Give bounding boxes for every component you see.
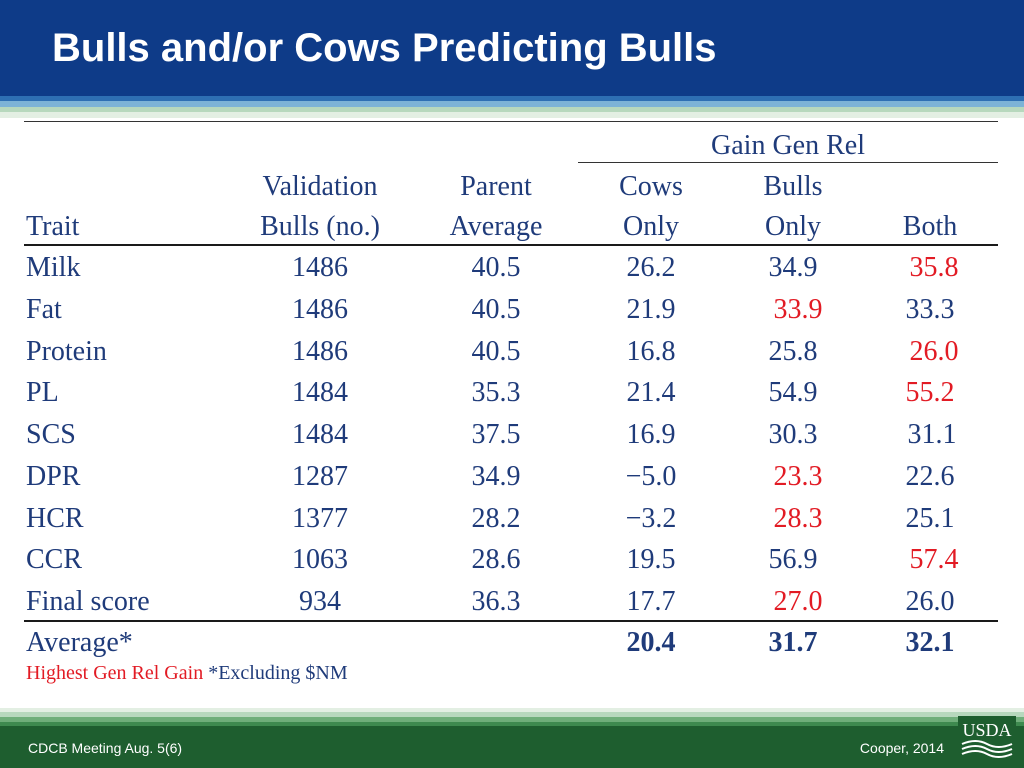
cell-parent: 28.2 xyxy=(471,503,521,534)
cell-trait: Final score xyxy=(26,586,150,617)
cell-bulls: 1063 xyxy=(292,544,348,575)
footer-meeting: CDCB Meeting Aug. 5(6) xyxy=(28,740,183,756)
cell-bulls-only: 30.3 xyxy=(768,419,818,450)
average-both: 32.1 xyxy=(905,627,955,658)
group-header: Gain Gen Rel xyxy=(711,130,865,161)
cell-bulls-only: 27.0 xyxy=(773,586,823,617)
cell-parent: 36.3 xyxy=(471,586,521,617)
slide-title: Bulls and/or Cows Predicting Bulls xyxy=(52,26,717,70)
cell-trait: CCR xyxy=(26,544,83,575)
cell-bulls-only: 25.8 xyxy=(768,336,818,367)
header-validation-line1: Validation xyxy=(262,171,378,202)
cell-both: 22.6 xyxy=(905,461,955,492)
cell-cows-only: 26.2 xyxy=(626,252,676,283)
cell-trait: HCR xyxy=(26,503,84,534)
title-stripes xyxy=(0,96,1024,120)
cell-parent: 34.9 xyxy=(471,461,521,492)
cell-bulls: 1486 xyxy=(292,336,348,367)
cell-cows-only: −5.0 xyxy=(625,461,677,492)
header-trait: Trait xyxy=(26,211,80,242)
cell-bulls: 1486 xyxy=(292,294,348,325)
usda-logo: USDA xyxy=(958,716,1016,760)
cell-both: 33.3 xyxy=(905,294,955,325)
cell-cows-only: 17.7 xyxy=(626,586,676,617)
cell-parent: 35.3 xyxy=(471,377,521,408)
header-cows-line1: Cows xyxy=(619,171,683,202)
average-cows-only: 20.4 xyxy=(626,627,676,658)
cell-cows-only: 16.9 xyxy=(626,419,676,450)
cell-cows-only: −3.2 xyxy=(625,503,677,534)
average-bulls-only: 31.7 xyxy=(768,627,818,658)
header-parent-line1: Parent xyxy=(460,171,532,202)
cell-trait: Fat xyxy=(26,294,62,325)
header-both: Both xyxy=(902,211,958,242)
usda-logo-text: USDA xyxy=(962,720,1011,740)
cell-both: 35.8 xyxy=(909,252,959,283)
cell-both: 57.4 xyxy=(909,544,959,575)
footer-stripes xyxy=(0,708,1024,728)
cell-bulls-only: 28.3 xyxy=(773,503,823,534)
group-header-rule xyxy=(578,162,998,163)
header-validation-line2: Bulls (no.) xyxy=(260,211,380,242)
cell-parent: 37.5 xyxy=(471,419,521,450)
highlight-legend: Highest Gen Rel Gain xyxy=(26,662,204,684)
header-bottom-rule xyxy=(24,244,998,246)
average-top-rule xyxy=(24,620,998,622)
cell-cows-only: 21.9 xyxy=(626,294,676,325)
cell-trait: PL xyxy=(26,377,59,408)
cell-trait: Protein xyxy=(26,336,107,367)
cell-parent: 40.5 xyxy=(471,252,521,283)
cell-bulls-only: 34.9 xyxy=(768,252,818,283)
cell-cows-only: 16.8 xyxy=(626,336,676,367)
cell-parent: 40.5 xyxy=(471,336,521,367)
average-label: Average* xyxy=(26,627,133,658)
footer-author: Cooper, 2014 xyxy=(859,740,944,756)
footer-bar: CDCB Meeting Aug. 5(6) Cooper, 2014 xyxy=(0,726,1024,768)
excluding-note: *Excluding $NM xyxy=(208,662,348,684)
cell-trait: SCS xyxy=(26,419,76,450)
header-bulls-line2: Only xyxy=(765,211,821,242)
cell-trait: Milk xyxy=(26,252,81,283)
cell-bulls-only: 23.3 xyxy=(773,461,823,492)
header-bulls-line1: Bulls xyxy=(763,171,823,202)
cell-bulls: 1484 xyxy=(292,419,348,450)
cell-both: 26.0 xyxy=(909,336,959,367)
cell-cows-only: 21.4 xyxy=(626,377,676,408)
cell-bulls-only: 54.9 xyxy=(768,377,818,408)
cell-parent: 28.6 xyxy=(471,544,521,575)
cell-parent: 40.5 xyxy=(471,294,521,325)
cell-bulls: 934 xyxy=(299,586,341,617)
cell-bulls: 1486 xyxy=(292,252,348,283)
cell-bulls: 1484 xyxy=(292,377,348,408)
cell-bulls-only: 56.9 xyxy=(768,544,818,575)
cell-both: 55.2 xyxy=(905,377,955,408)
header-parent-line2: Average xyxy=(449,211,543,242)
cell-trait: DPR xyxy=(26,461,81,492)
table-top-rule xyxy=(24,121,998,122)
cell-both: 26.0 xyxy=(905,586,955,617)
cell-cows-only: 19.5 xyxy=(626,544,676,575)
cell-both: 31.1 xyxy=(907,419,957,450)
title-bar: Bulls and/or Cows Predicting Bulls xyxy=(0,0,1024,96)
cell-bulls: 1377 xyxy=(292,503,348,534)
cell-bulls-only: 33.9 xyxy=(773,294,823,325)
cell-both: 25.1 xyxy=(905,503,955,534)
footnote: Highest Gen Rel Gain *Excluding $NM xyxy=(26,662,348,685)
cell-bulls: 1287 xyxy=(292,461,348,492)
header-cows-line2: Only xyxy=(623,211,679,242)
